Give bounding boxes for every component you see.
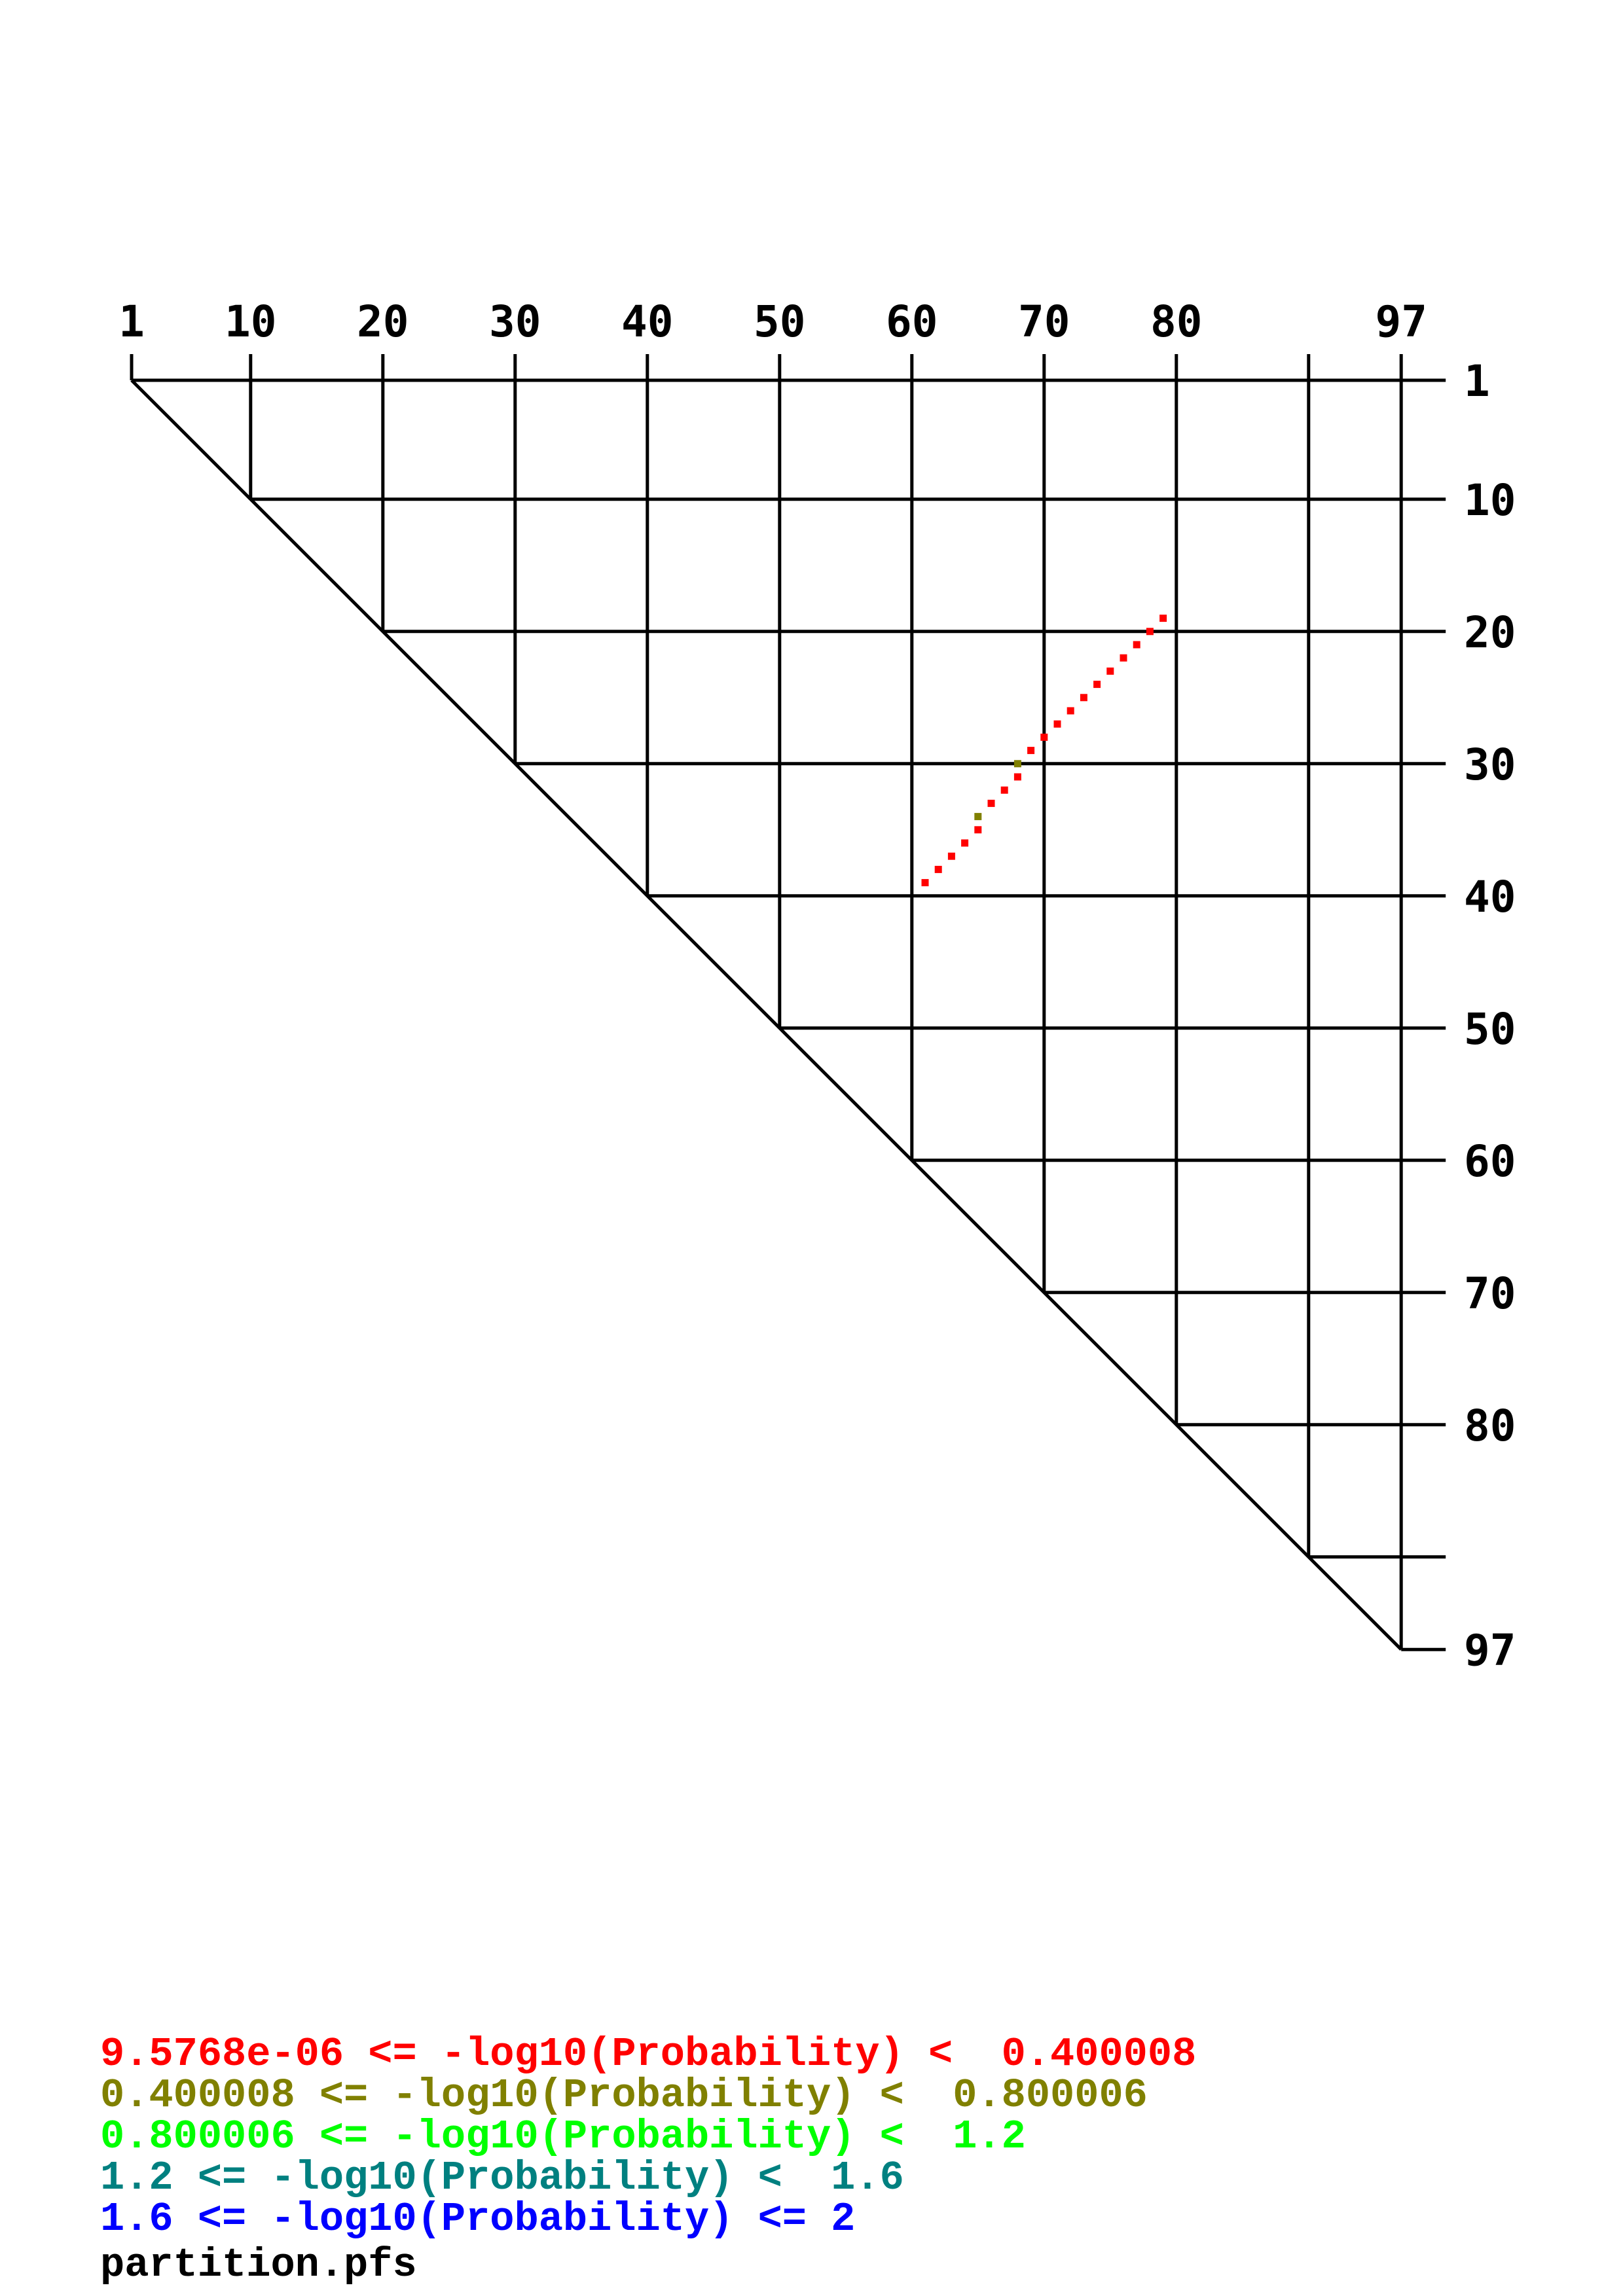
right-tick-label: 20 <box>1464 607 1516 658</box>
grid <box>130 354 1446 1651</box>
right-tick-label: 1 <box>1464 356 1490 406</box>
legend-entry-4: 1.6 <= -log10(Probability) <= 2 <box>100 2196 855 2242</box>
top-tick-label: 1 <box>119 296 145 347</box>
base-pair-dot <box>1013 760 1021 768</box>
top-tick-label: 80 <box>1150 296 1202 347</box>
right-tick-label: 30 <box>1464 740 1516 790</box>
right-tick-label: 40 <box>1464 872 1516 922</box>
right-tick-label: 50 <box>1464 1004 1516 1054</box>
legend-entry-0: 9.5768e-06 <= -log10(Probability) < 0.40… <box>100 2031 1196 2077</box>
top-tick-label: 10 <box>225 296 276 347</box>
base-pair-dot <box>1120 654 1127 662</box>
base-pair-dot <box>1093 681 1101 689</box>
base-pair-dot <box>934 865 942 873</box>
top-tick-label: 50 <box>754 296 805 347</box>
base-pair-dot <box>1133 641 1140 649</box>
legend-entry-1: 0.400008 <= -log10(Probability) < 0.8000… <box>100 2072 1148 2119</box>
base-pair-dot <box>1159 615 1167 622</box>
base-pair-dot <box>921 879 929 887</box>
right-tick-label: 10 <box>1464 475 1516 526</box>
base-pair-dot <box>1146 628 1154 636</box>
filename-label: partition.pfs <box>100 2242 417 2288</box>
tick-labels: 1 10 20 30 40 50 60 70 80 97 1 10 20 30 40 50 60 70 80 97 <box>119 296 1516 1676</box>
legend-entry-3: 1.2 <= -log10(Probability) < 1.6 <box>100 2155 904 2201</box>
right-tick-label: 70 <box>1464 1268 1516 1319</box>
right-tick-label: 80 <box>1464 1401 1516 1451</box>
base-pair-dot <box>1106 667 1114 675</box>
base-pair-dot <box>987 799 995 807</box>
legend: 9.5768e-06 <= -log10(Probability) < 0.40… <box>100 2031 1196 2288</box>
base-pair-dot <box>1067 707 1074 715</box>
data-points <box>921 615 1167 887</box>
base-pair-dot <box>1013 773 1021 781</box>
base-pair-dot <box>1053 720 1061 728</box>
base-pair-dot <box>1000 786 1008 794</box>
top-tick-label: 40 <box>621 296 673 347</box>
base-pair-dot <box>961 839 969 847</box>
top-tick-label: 70 <box>1018 296 1070 347</box>
top-tick-label: 30 <box>489 296 541 347</box>
base-pair-dot <box>1080 694 1087 702</box>
right-tick-label: 60 <box>1464 1136 1516 1187</box>
base-pair-dot <box>974 826 982 834</box>
base-pair-dot <box>947 852 955 860</box>
top-tick-label: 60 <box>886 296 938 347</box>
top-tick-label: 97 <box>1375 296 1427 347</box>
diagonal-line <box>130 379 1402 1651</box>
base-pair-dot <box>974 813 982 821</box>
base-pair-dot <box>1040 733 1048 741</box>
legend-entry-2: 0.800006 <= -log10(Probability) < 1.2 <box>100 2113 1026 2160</box>
right-tick-label: 97 <box>1464 1625 1516 1676</box>
top-tick-label: 20 <box>357 296 409 347</box>
base-pair-dot <box>1027 747 1035 755</box>
